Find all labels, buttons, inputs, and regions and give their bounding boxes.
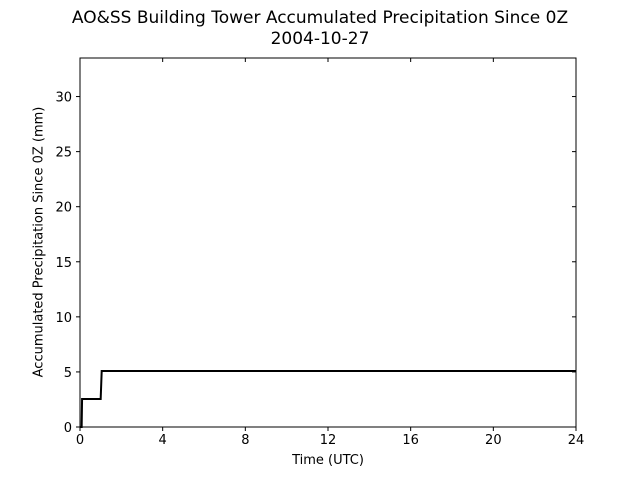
y-tick-label: 15 bbox=[55, 256, 72, 271]
x-tick-label: 8 bbox=[241, 433, 249, 448]
y-tick-label: 10 bbox=[55, 311, 72, 326]
x-tick-label: 12 bbox=[320, 433, 337, 448]
chart-title: AO&SS Building Tower Accumulated Precipi… bbox=[71, 8, 569, 28]
series-line-0 bbox=[80, 370, 576, 428]
x-axis-label: Time (UTC) bbox=[292, 453, 364, 468]
y-tick-label: 0 bbox=[64, 421, 72, 436]
chart-subtitle: 2004-10-27 bbox=[270, 29, 370, 49]
y-axis-label: Accumulated Precipitation Since 0Z (mm) bbox=[31, 106, 47, 378]
x-tick-label: 24 bbox=[568, 433, 585, 448]
y-tick-label: 5 bbox=[64, 366, 72, 381]
x-tick-label: 16 bbox=[402, 433, 419, 448]
y-tick-label: 25 bbox=[55, 146, 72, 161]
x-tick-label: 4 bbox=[159, 433, 167, 448]
y-tick-label: 30 bbox=[55, 91, 72, 106]
x-tick-label: 20 bbox=[485, 433, 502, 448]
x-tick-label: 0 bbox=[76, 433, 84, 448]
y-tick-label: 20 bbox=[55, 201, 72, 216]
